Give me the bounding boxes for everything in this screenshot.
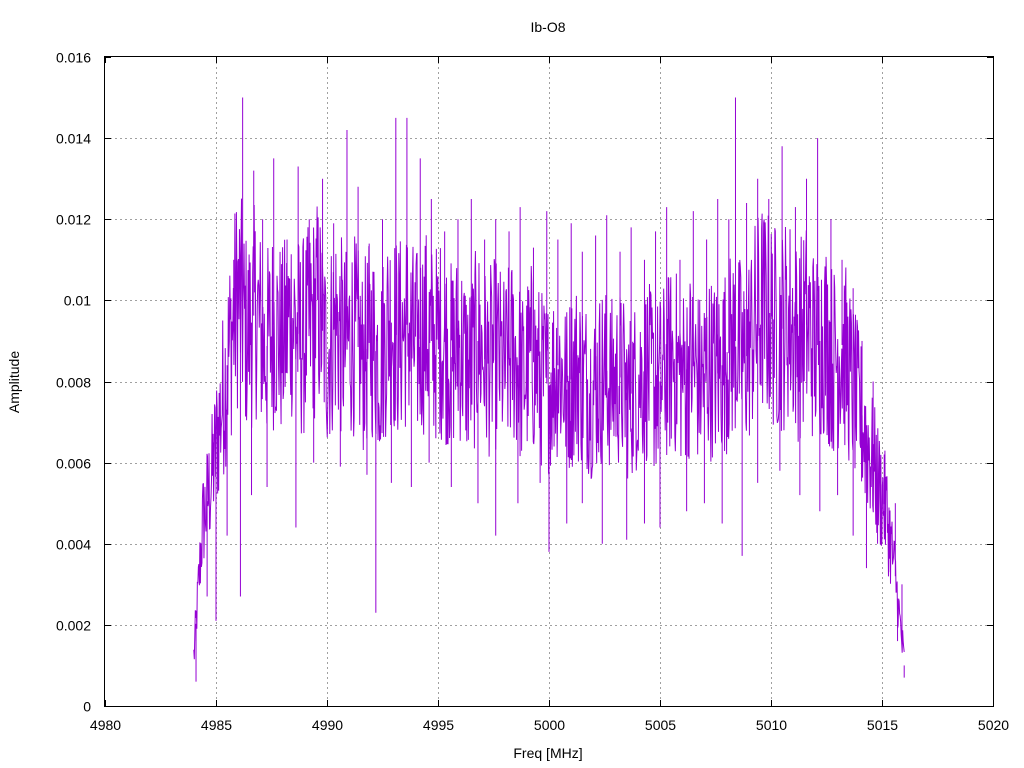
y-tick-label: 0.016 — [56, 50, 91, 66]
chart-title: Ib-O8 — [530, 19, 565, 35]
y-tick-label: 0.01 — [64, 293, 91, 309]
x-tick-label: 4985 — [201, 717, 232, 733]
series-layer — [193, 97, 905, 682]
y-tick-label: 0 — [83, 699, 91, 715]
y-tick-labels: 0 0.002 0.004 0.006 0.008 0.01 0.012 0.014 0.016 — [56, 50, 91, 715]
x-tick-label: 5010 — [756, 717, 787, 733]
y-tick-label: 0.012 — [56, 212, 91, 228]
x-tick-label: 5000 — [534, 717, 565, 733]
x-tick-labels: 4980 4985 4990 4995 5000 5005 5010 5015 5020 — [90, 717, 1009, 733]
x-tick-label: 4990 — [312, 717, 343, 733]
plot-frame — [104, 56, 994, 707]
x-tick-label: 5020 — [978, 717, 1009, 733]
x-axis-title: Freq [MHz] — [513, 745, 582, 761]
tick-marks — [105, 57, 994, 707]
y-axis-title: Amplitude — [6, 351, 22, 413]
x-tick-label: 5005 — [645, 717, 676, 733]
y-tick-label: 0.014 — [56, 131, 91, 147]
y-tick-label: 0.004 — [56, 537, 91, 553]
y-tick-label: 0.006 — [56, 456, 91, 472]
x-tick-label: 5015 — [867, 717, 898, 733]
x-tick-label: 4995 — [423, 717, 454, 733]
x-tick-label: 4980 — [90, 717, 121, 733]
y-tick-label: 0.008 — [56, 375, 91, 391]
y-tick-label: 0.002 — [56, 618, 91, 634]
